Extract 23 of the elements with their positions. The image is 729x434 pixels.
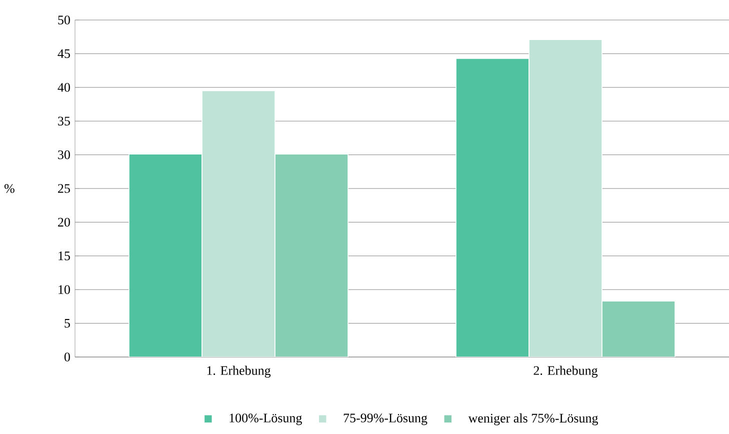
- y-tick-label: 30: [58, 150, 70, 160]
- bar: [602, 300, 676, 357]
- y-tick-label: 5: [64, 318, 70, 328]
- legend-label: weniger als 75%-Lösung: [468, 413, 598, 426]
- bar: [128, 154, 202, 357]
- y-tick-label: 10: [58, 285, 70, 294]
- bar: [456, 58, 530, 357]
- legend-label: 100%-Lösung: [230, 414, 302, 426]
- y-tick-label: 40: [58, 83, 70, 92]
- y-tick-label: 0: [64, 352, 70, 362]
- y-tick-label: 15: [58, 252, 70, 260]
- y-axis-title: %: [4, 184, 14, 193]
- x-tick-label: 2. Erhebung: [534, 366, 598, 378]
- x-tick-label: 1. Erhebung: [207, 366, 271, 378]
- y-tick-label: 45: [58, 49, 70, 58]
- y-tick-label: 50: [58, 16, 70, 24]
- bar: [274, 154, 348, 357]
- y-tick-label: 20: [58, 218, 70, 227]
- bar: [202, 90, 276, 357]
- legend-label: 75-99%-Lösung: [344, 414, 428, 426]
- y-tick-label: 25: [58, 184, 70, 193]
- bar: [528, 39, 602, 357]
- y-tick-label: 35: [58, 116, 70, 126]
